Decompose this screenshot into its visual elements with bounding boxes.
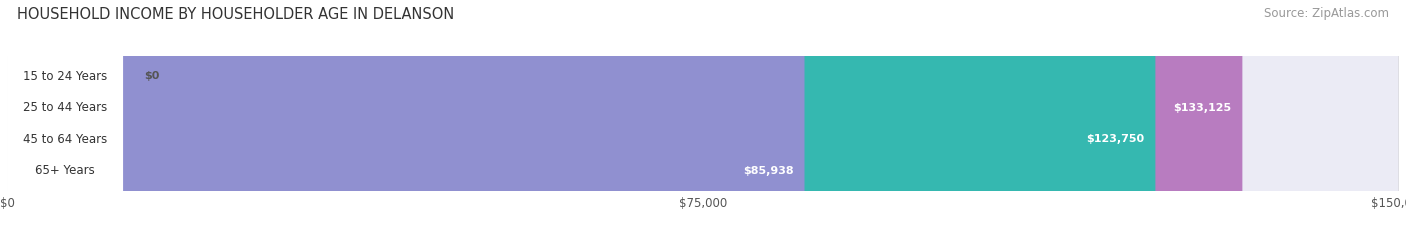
Text: 25 to 44 Years: 25 to 44 Years bbox=[22, 101, 107, 114]
Text: HOUSEHOLD INCOME BY HOUSEHOLDER AGE IN DELANSON: HOUSEHOLD INCOME BY HOUSEHOLDER AGE IN D… bbox=[17, 7, 454, 22]
FancyBboxPatch shape bbox=[7, 0, 124, 233]
FancyBboxPatch shape bbox=[7, 0, 1243, 233]
Text: Source: ZipAtlas.com: Source: ZipAtlas.com bbox=[1264, 7, 1389, 20]
FancyBboxPatch shape bbox=[7, 0, 1156, 233]
FancyBboxPatch shape bbox=[7, 0, 1399, 233]
Text: $0: $0 bbox=[143, 71, 159, 81]
FancyBboxPatch shape bbox=[7, 0, 1399, 233]
Text: 45 to 64 Years: 45 to 64 Years bbox=[22, 133, 107, 146]
Text: 15 to 24 Years: 15 to 24 Years bbox=[22, 70, 107, 83]
FancyBboxPatch shape bbox=[7, 0, 124, 233]
Text: $123,750: $123,750 bbox=[1085, 134, 1144, 144]
Text: $133,125: $133,125 bbox=[1173, 103, 1232, 113]
FancyBboxPatch shape bbox=[7, 0, 1399, 233]
Text: 65+ Years: 65+ Years bbox=[35, 164, 94, 177]
Text: $85,938: $85,938 bbox=[742, 166, 793, 176]
FancyBboxPatch shape bbox=[7, 0, 124, 233]
FancyBboxPatch shape bbox=[7, 0, 124, 233]
FancyBboxPatch shape bbox=[7, 0, 804, 233]
FancyBboxPatch shape bbox=[7, 0, 1399, 233]
